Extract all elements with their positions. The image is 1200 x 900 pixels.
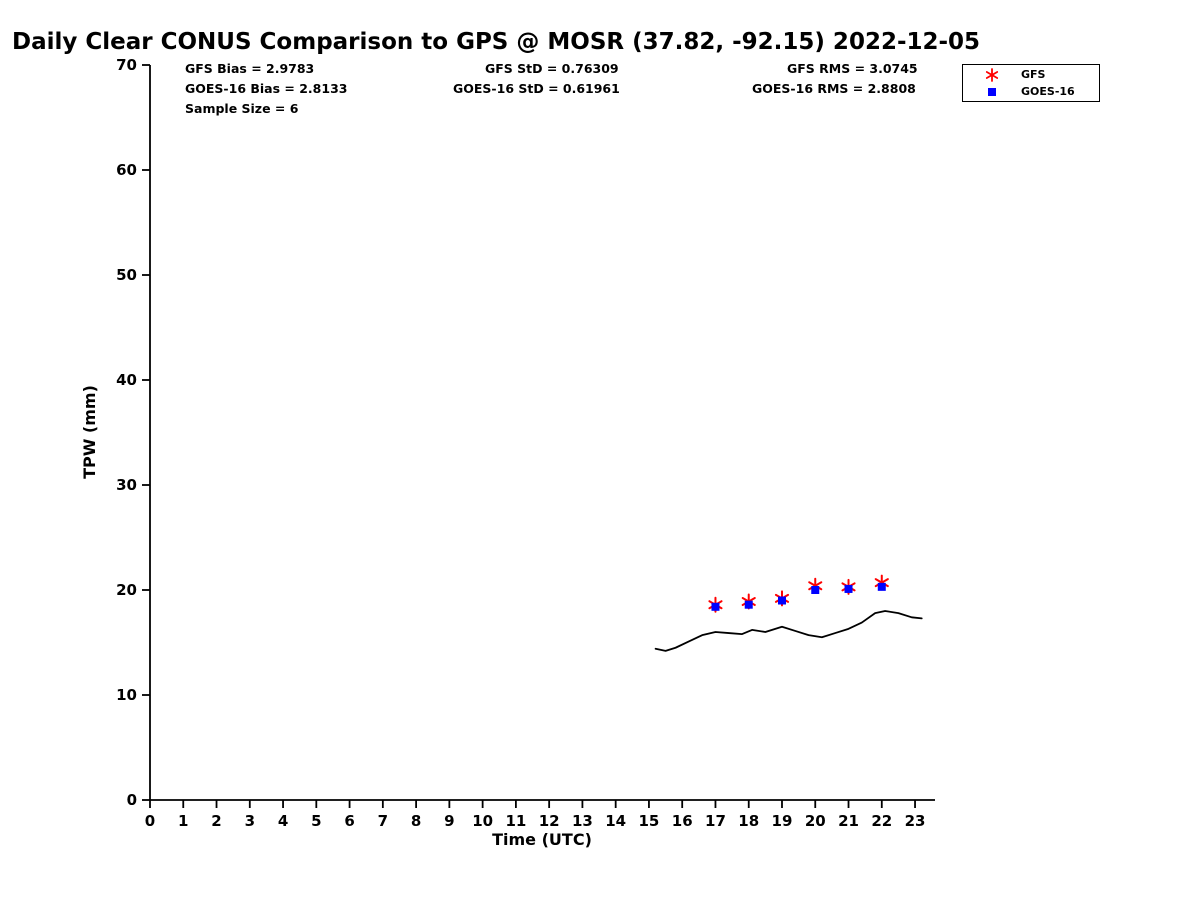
- x-tick-label: 8: [411, 812, 421, 830]
- stat-goes16-std: GOES-16 StD = 0.61961: [453, 81, 620, 96]
- y-tick-label: 0: [127, 791, 137, 809]
- y-tick-label: 70: [116, 56, 137, 74]
- x-axis-label: Time (UTC): [492, 830, 592, 849]
- stat-sample-size: Sample Size = 6: [185, 101, 299, 116]
- stat-goes16-bias: GOES-16 Bias = 2.8133: [185, 81, 348, 96]
- goes16-square-marker: [777, 596, 786, 605]
- stat-goes16-rms: GOES-16 RMS = 2.8808: [752, 81, 916, 96]
- x-tick-label: 4: [278, 812, 288, 830]
- y-tick-label: 10: [116, 686, 137, 704]
- chart-title: Daily Clear CONUS Comparison to GPS @ MO…: [12, 29, 981, 55]
- y-tick-label: 50: [116, 266, 137, 284]
- x-tick-label: 5: [311, 812, 321, 830]
- y-tick-label: 40: [116, 371, 137, 389]
- x-tick-label: 10: [472, 812, 493, 830]
- x-tick-label: 12: [539, 812, 560, 830]
- gfs-asterisk-icon: [963, 67, 1021, 83]
- stat-gfs-bias: GFS Bias = 2.9783: [185, 61, 315, 76]
- stat-gfs-rms: GFS RMS = 3.0745: [787, 61, 918, 76]
- y-tick-label: 20: [116, 581, 137, 599]
- goes16-square-marker: [844, 584, 853, 593]
- stat-gfs-std: GFS StD = 0.76309: [485, 61, 619, 76]
- legend: GFS GOES-16: [962, 64, 1100, 102]
- x-tick-label: 18: [738, 812, 759, 830]
- gps-line: [654, 610, 923, 652]
- goes16-square-marker: [744, 600, 753, 609]
- goes16-square-marker: [811, 586, 820, 594]
- goes16-square-marker: [877, 582, 886, 591]
- x-tick-label: 6: [344, 812, 354, 830]
- legend-item-goes16: GOES-16: [963, 83, 1099, 100]
- legend-asterisk-glyph: [985, 67, 999, 82]
- x-tick-label: 7: [378, 812, 388, 830]
- x-tick-label: 3: [245, 812, 255, 830]
- x-tick-label: 9: [444, 812, 454, 830]
- x-tick-label: 11: [505, 812, 526, 830]
- goes16-square-marker: [711, 602, 720, 611]
- y-tick-label: 30: [116, 476, 137, 494]
- x-tick-label: 20: [805, 812, 826, 830]
- x-tick-label: 19: [772, 812, 793, 830]
- x-tick-label: 23: [905, 812, 926, 830]
- goes16-square-icon: [963, 84, 1021, 100]
- x-tick-label: 14: [605, 812, 626, 830]
- x-tick-label: 15: [639, 812, 660, 830]
- x-tick-label: 17: [705, 812, 726, 830]
- x-tick-label: 21: [838, 812, 859, 830]
- y-axis-label: TPW (mm): [80, 385, 99, 479]
- legend-label-goes16: GOES-16: [1021, 85, 1075, 98]
- legend-label-gfs: GFS: [1021, 68, 1046, 81]
- legend-square-glyph: [988, 87, 996, 96]
- y-tick-label: 60: [116, 161, 137, 179]
- legend-item-gfs: GFS: [963, 66, 1099, 83]
- x-tick-label: 0: [145, 812, 155, 830]
- x-tick-label: 16: [672, 812, 693, 830]
- x-tick-label: 13: [572, 812, 593, 830]
- x-tick-label: 22: [871, 812, 892, 830]
- data-layer: [654, 574, 923, 652]
- x-tick-label: 1: [178, 812, 188, 830]
- x-tick-label: 2: [211, 812, 221, 830]
